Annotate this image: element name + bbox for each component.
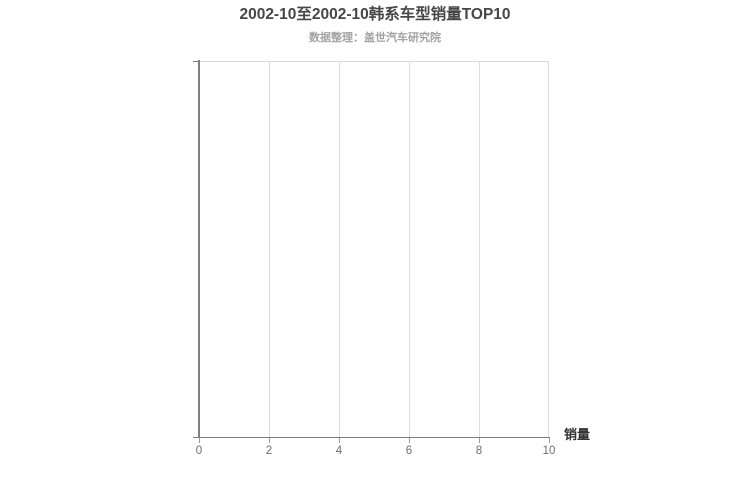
chart-subtitle: 数据整理：盖世汽车研究院 [309,32,441,44]
plot-area [199,61,549,437]
y-axis-tick-bottom [193,437,199,438]
gridline-x-6 [409,61,410,437]
plot-right-border [548,61,549,437]
bar-series-layer [199,61,549,437]
gridline-x-4 [339,61,340,437]
gridline-x-2 [269,61,270,437]
x-axis-line [199,437,550,438]
gridline-x-8 [479,61,480,437]
x-axis-title: 销量 [564,427,591,442]
x-axis-label-10: 10 [542,445,556,457]
x-axis-label-0: 0 [195,445,203,457]
x-axis-tick-2 [269,438,270,443]
plot-top-border [199,61,549,62]
x-axis-tick-8 [479,438,480,443]
x-axis-tick-0 [199,438,200,443]
x-axis-label-2: 2 [265,445,273,457]
x-axis-label-4: 4 [335,445,343,457]
x-axis-tick-6 [409,438,410,443]
x-axis-label-6: 6 [405,445,413,457]
y-axis-tick-top [193,61,199,62]
chart-title: 2002-10至2002-10韩系车型销量TOP10 [239,6,511,23]
x-axis-tick-4 [339,438,340,443]
y-axis-line [198,60,200,438]
x-axis-tick-10 [549,438,550,443]
x-axis-label-8: 8 [475,445,483,457]
